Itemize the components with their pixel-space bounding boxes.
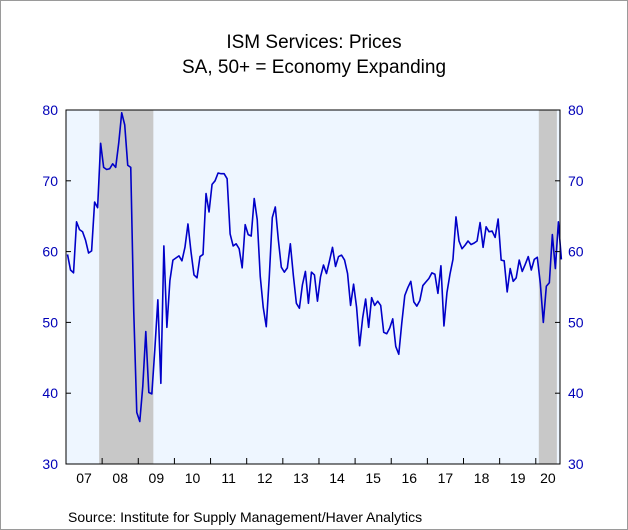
x-tick-label: 12 xyxy=(257,470,273,486)
y-axis-left: 30 40 50 60 70 80 xyxy=(42,102,71,472)
x-axis: 07 08 09 10 11 12 13 14 15 16 17 18 19 20 xyxy=(76,458,556,486)
y-tick-label-right: 70 xyxy=(568,173,584,189)
y-tick-label-right: 80 xyxy=(568,102,584,118)
y-tick-label-left: 60 xyxy=(42,244,58,260)
x-tick-label: 09 xyxy=(149,470,165,486)
x-tick-label: 13 xyxy=(293,470,309,486)
x-tick-label: 15 xyxy=(365,470,381,486)
y-tick-label-left: 80 xyxy=(42,102,58,118)
x-tick-label: 18 xyxy=(474,470,490,486)
x-tick-label: 16 xyxy=(402,470,418,486)
series-line xyxy=(66,112,563,423)
y-tick-label-right: 30 xyxy=(568,456,584,472)
y-tick-label-left: 40 xyxy=(42,385,58,401)
y-axis-right: 30 40 50 60 70 80 xyxy=(555,102,584,472)
x-tick-label: 08 xyxy=(112,470,128,486)
y-tick-label-left: 50 xyxy=(42,314,58,330)
y-tick-label-left: 70 xyxy=(42,173,58,189)
y-tick-label-right: 60 xyxy=(568,244,584,260)
chart-title: ISM Services: Prices xyxy=(226,32,402,53)
x-tick-label: 10 xyxy=(185,470,201,486)
x-tick-label: 17 xyxy=(438,470,454,486)
x-tick-label: 14 xyxy=(329,470,345,486)
plot-border xyxy=(65,109,561,465)
series-layer xyxy=(66,112,563,423)
y-tick-label-right: 40 xyxy=(568,385,584,401)
recession-band xyxy=(99,110,154,464)
chart-subtitle: SA, 50+ = Economy Expanding xyxy=(181,57,447,78)
y-tick-label-left: 30 xyxy=(42,456,58,472)
x-tick-label: 19 xyxy=(510,470,526,486)
y-tick-label-right: 50 xyxy=(568,314,584,330)
source-note: Source: Institute for Supply Management/… xyxy=(68,509,423,525)
recession-band xyxy=(538,110,557,464)
x-tick-label: 11 xyxy=(221,470,236,486)
x-tick-label: 20 xyxy=(540,470,556,486)
recession-shading xyxy=(99,110,557,464)
x-tick-label: 07 xyxy=(76,470,92,486)
